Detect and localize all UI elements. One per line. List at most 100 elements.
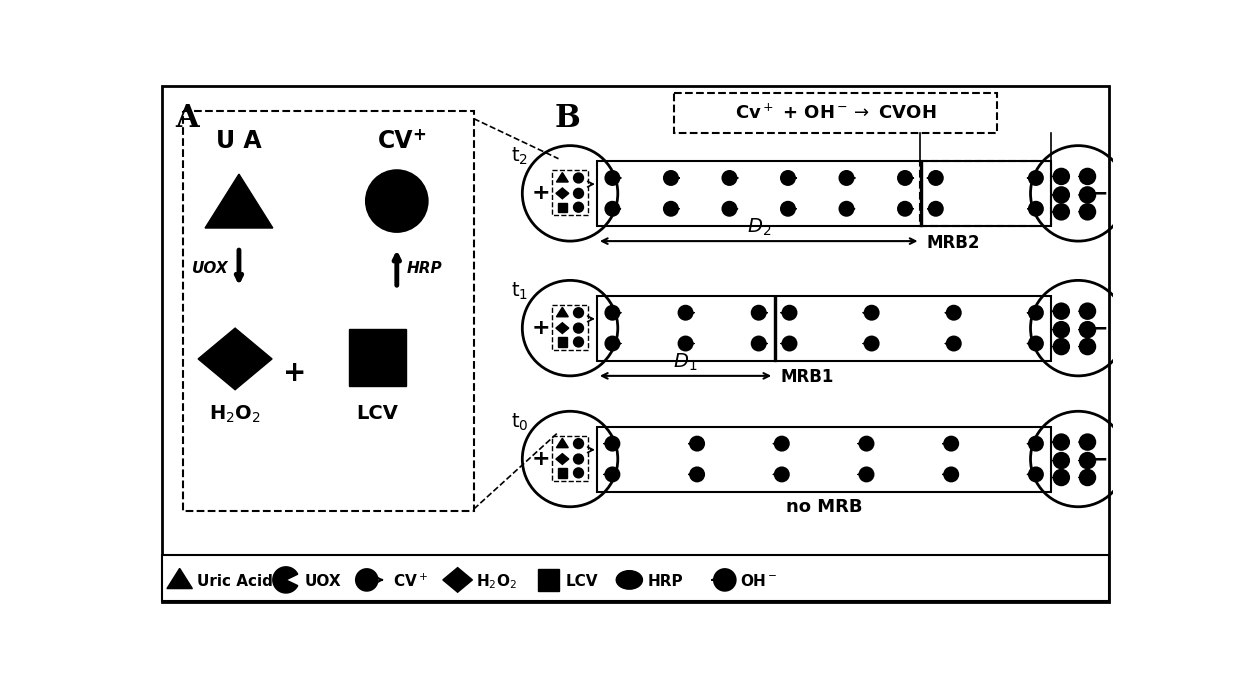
Circle shape	[839, 202, 853, 216]
Circle shape	[605, 202, 619, 216]
Bar	[558, 203, 567, 212]
Text: H$_2$O$_2$: H$_2$O$_2$	[476, 572, 517, 591]
Circle shape	[864, 336, 879, 351]
Text: Uric Acid: Uric Acid	[197, 574, 273, 589]
Circle shape	[1080, 304, 1095, 319]
Circle shape	[714, 569, 735, 590]
Circle shape	[366, 170, 428, 232]
Circle shape	[1029, 467, 1043, 481]
Text: −: −	[1090, 183, 1109, 204]
Text: +: +	[532, 449, 551, 469]
Circle shape	[929, 202, 942, 216]
Circle shape	[1029, 306, 1043, 319]
Circle shape	[947, 306, 961, 319]
Circle shape	[1029, 202, 1043, 216]
Circle shape	[678, 336, 692, 351]
Circle shape	[1080, 453, 1095, 469]
Circle shape	[839, 171, 853, 185]
Circle shape	[663, 171, 678, 185]
Text: +: +	[412, 127, 427, 144]
Polygon shape	[198, 328, 272, 390]
Circle shape	[1054, 470, 1069, 485]
Circle shape	[574, 308, 583, 317]
Text: t$_0$: t$_0$	[511, 411, 528, 432]
Bar	[182, 111, 474, 511]
Text: t$_1$: t$_1$	[511, 281, 528, 302]
Circle shape	[605, 306, 619, 319]
Polygon shape	[205, 174, 273, 228]
Circle shape	[605, 437, 619, 451]
Polygon shape	[443, 567, 472, 592]
Circle shape	[1080, 187, 1095, 203]
Circle shape	[691, 467, 704, 481]
Text: +: +	[284, 359, 306, 387]
Circle shape	[356, 569, 377, 590]
Bar	[596, 427, 1052, 492]
Polygon shape	[556, 454, 569, 464]
Circle shape	[605, 171, 619, 185]
Circle shape	[574, 337, 583, 347]
Text: CV: CV	[377, 129, 413, 153]
Text: +: +	[532, 183, 551, 204]
Text: LCV: LCV	[565, 574, 598, 589]
Circle shape	[945, 437, 959, 451]
Bar	[538, 569, 559, 590]
Circle shape	[929, 171, 942, 185]
Circle shape	[945, 467, 959, 481]
Circle shape	[723, 171, 737, 185]
Bar	[920, 161, 1052, 227]
Text: MRB1: MRB1	[780, 368, 833, 386]
Polygon shape	[167, 569, 192, 588]
Circle shape	[574, 203, 583, 212]
Circle shape	[691, 437, 704, 451]
Bar	[920, 161, 923, 227]
Circle shape	[1080, 322, 1095, 337]
Bar	[675, 93, 997, 133]
Text: OH$^-$: OH$^-$	[740, 573, 777, 590]
Circle shape	[574, 174, 583, 183]
Circle shape	[574, 323, 583, 333]
Polygon shape	[273, 567, 298, 593]
Text: H$_2$O$_2$: H$_2$O$_2$	[210, 404, 260, 425]
Circle shape	[859, 467, 873, 481]
Circle shape	[898, 202, 911, 216]
Circle shape	[775, 467, 789, 481]
Circle shape	[898, 171, 911, 185]
Text: HRP: HRP	[647, 574, 683, 589]
Circle shape	[1080, 434, 1095, 449]
Circle shape	[1054, 169, 1069, 184]
Circle shape	[1029, 437, 1043, 451]
Circle shape	[1054, 434, 1069, 449]
Circle shape	[1054, 322, 1069, 337]
Circle shape	[1029, 171, 1043, 185]
Circle shape	[782, 336, 796, 351]
Circle shape	[663, 202, 678, 216]
Text: HRP: HRP	[407, 261, 443, 276]
Circle shape	[574, 189, 583, 198]
Text: LCV: LCV	[357, 404, 398, 423]
Text: A: A	[175, 104, 198, 134]
Circle shape	[781, 202, 795, 216]
Text: U A: U A	[216, 129, 262, 153]
Text: no MRB: no MRB	[786, 498, 862, 516]
Circle shape	[1080, 204, 1095, 219]
Circle shape	[947, 336, 961, 351]
Polygon shape	[557, 439, 568, 447]
Circle shape	[1054, 339, 1069, 354]
Circle shape	[1054, 453, 1069, 469]
Text: UOX: UOX	[192, 261, 229, 276]
Text: $D_2$: $D_2$	[746, 217, 771, 238]
Circle shape	[574, 469, 583, 477]
Polygon shape	[557, 307, 568, 317]
Circle shape	[574, 454, 583, 464]
Circle shape	[1029, 336, 1043, 351]
Text: −: −	[1090, 449, 1109, 469]
Bar	[596, 296, 1052, 361]
Circle shape	[864, 306, 879, 319]
Polygon shape	[556, 323, 569, 334]
Bar	[162, 554, 1109, 601]
Bar	[596, 161, 1052, 227]
Circle shape	[751, 306, 765, 319]
Bar	[558, 469, 567, 477]
Circle shape	[751, 336, 765, 351]
